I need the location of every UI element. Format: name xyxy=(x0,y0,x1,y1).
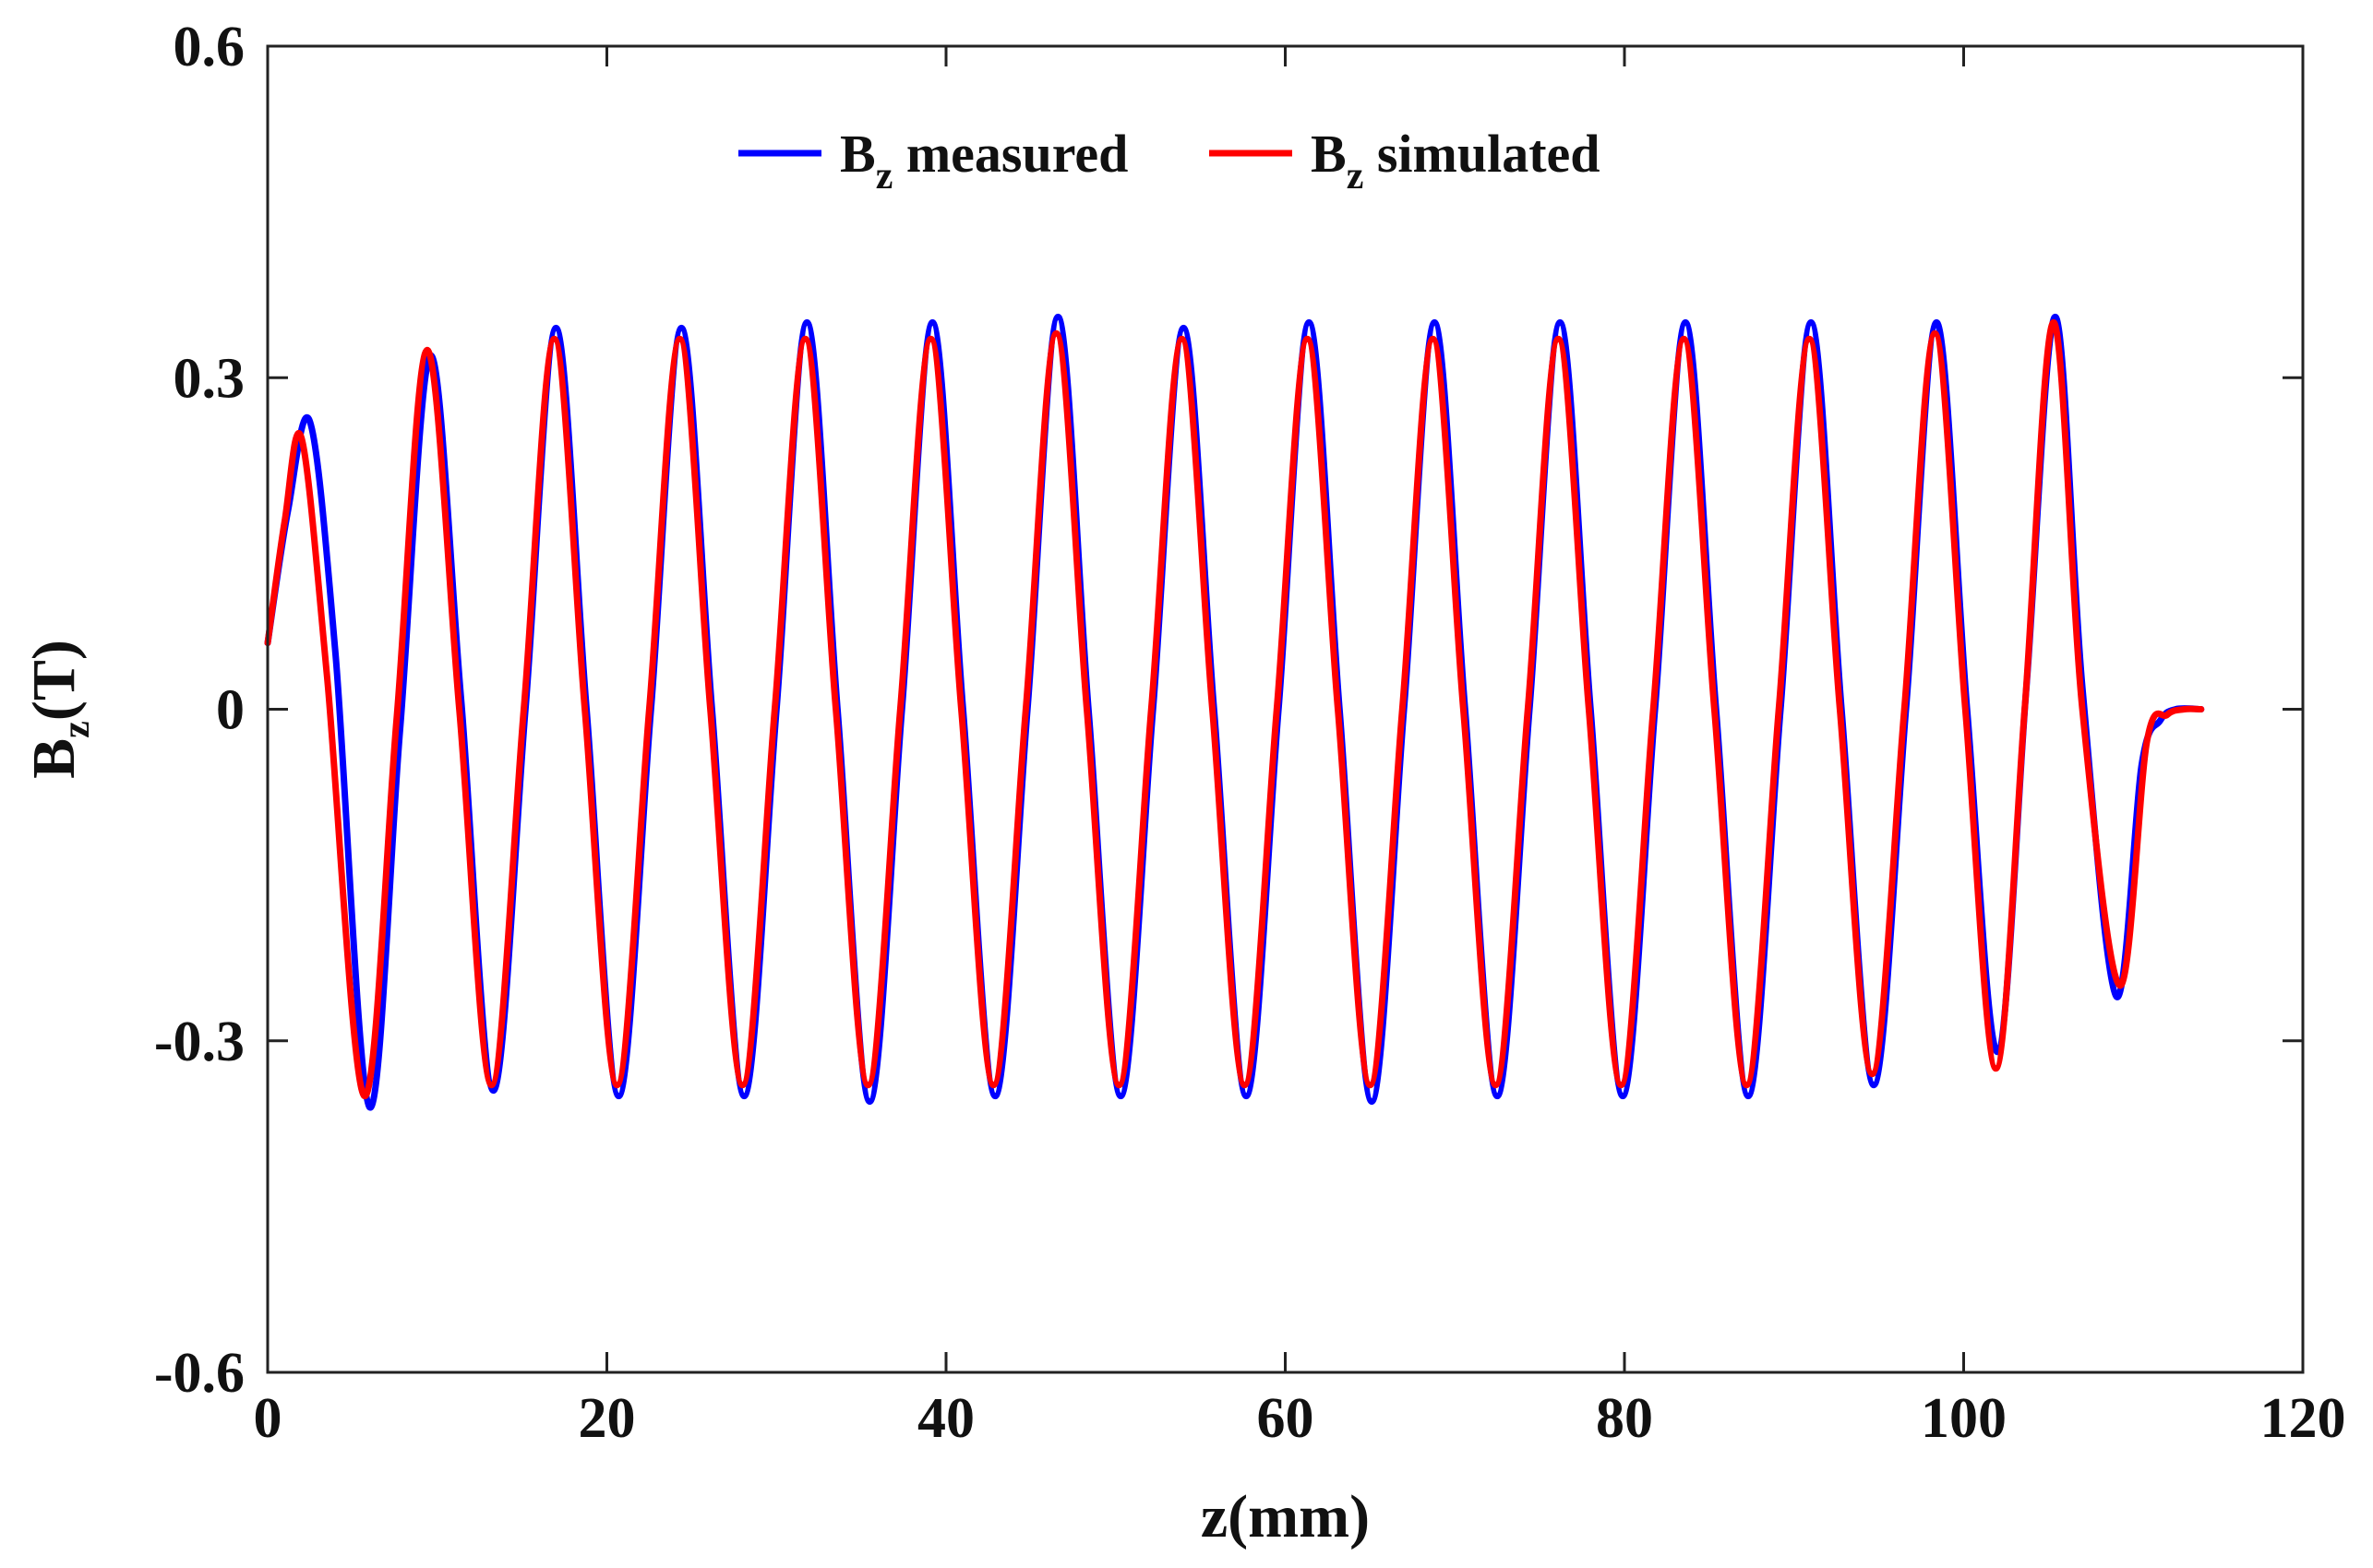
legend-label-measured-subscript: z xyxy=(876,155,893,197)
legend-label-simulated: Bz simulated xyxy=(1311,124,1600,197)
legend-label-measured: Bz measured xyxy=(840,124,1128,197)
legend-label-simulated-subscript: z xyxy=(1347,155,1364,197)
y-tick-label: 0 xyxy=(216,679,245,742)
y-tick-label: -0.6 xyxy=(154,1342,245,1405)
y-axis-title-subscript: z xyxy=(55,721,98,738)
x-tick-label: 100 xyxy=(1921,1387,2007,1450)
legend: Bz measured Bz simulated xyxy=(738,124,1600,197)
x-tick-labels: 0 20 40 60 80 100 120 xyxy=(254,1387,2346,1450)
series-layer xyxy=(264,313,2205,1111)
y-axis-title-units: (T) xyxy=(20,640,88,721)
legend-label-measured-base: B xyxy=(840,124,876,184)
x-axis-title: z(mm) xyxy=(1201,1483,1370,1550)
y-tick-labels: -0.6 -0.3 0 0.3 0.6 xyxy=(154,16,245,1405)
y-tick-label: 0.6 xyxy=(174,16,246,78)
y-tick-label: -0.3 xyxy=(154,1011,245,1073)
x-tick-label: 0 xyxy=(254,1387,282,1450)
x-tick-label: 120 xyxy=(2260,1387,2346,1450)
x-tick-label: 40 xyxy=(917,1387,975,1450)
y-axis-title-base: B xyxy=(20,738,88,779)
x-tick-label: 20 xyxy=(579,1387,636,1450)
legend-label-measured-text: measured xyxy=(893,124,1128,184)
y-axis-title: Bz(T) xyxy=(20,640,98,779)
series-line-simulated xyxy=(264,318,2205,1100)
plot-frame xyxy=(266,44,2305,1374)
plot-area xyxy=(268,46,2303,1372)
x-tick-label: 80 xyxy=(1596,1387,1653,1450)
legend-label-simulated-text: simulated xyxy=(1363,124,1600,184)
y-tick-label: 0.3 xyxy=(174,347,246,410)
legend-label-simulated-base: B xyxy=(1311,124,1347,184)
x-tick-label: 60 xyxy=(1257,1387,1314,1450)
